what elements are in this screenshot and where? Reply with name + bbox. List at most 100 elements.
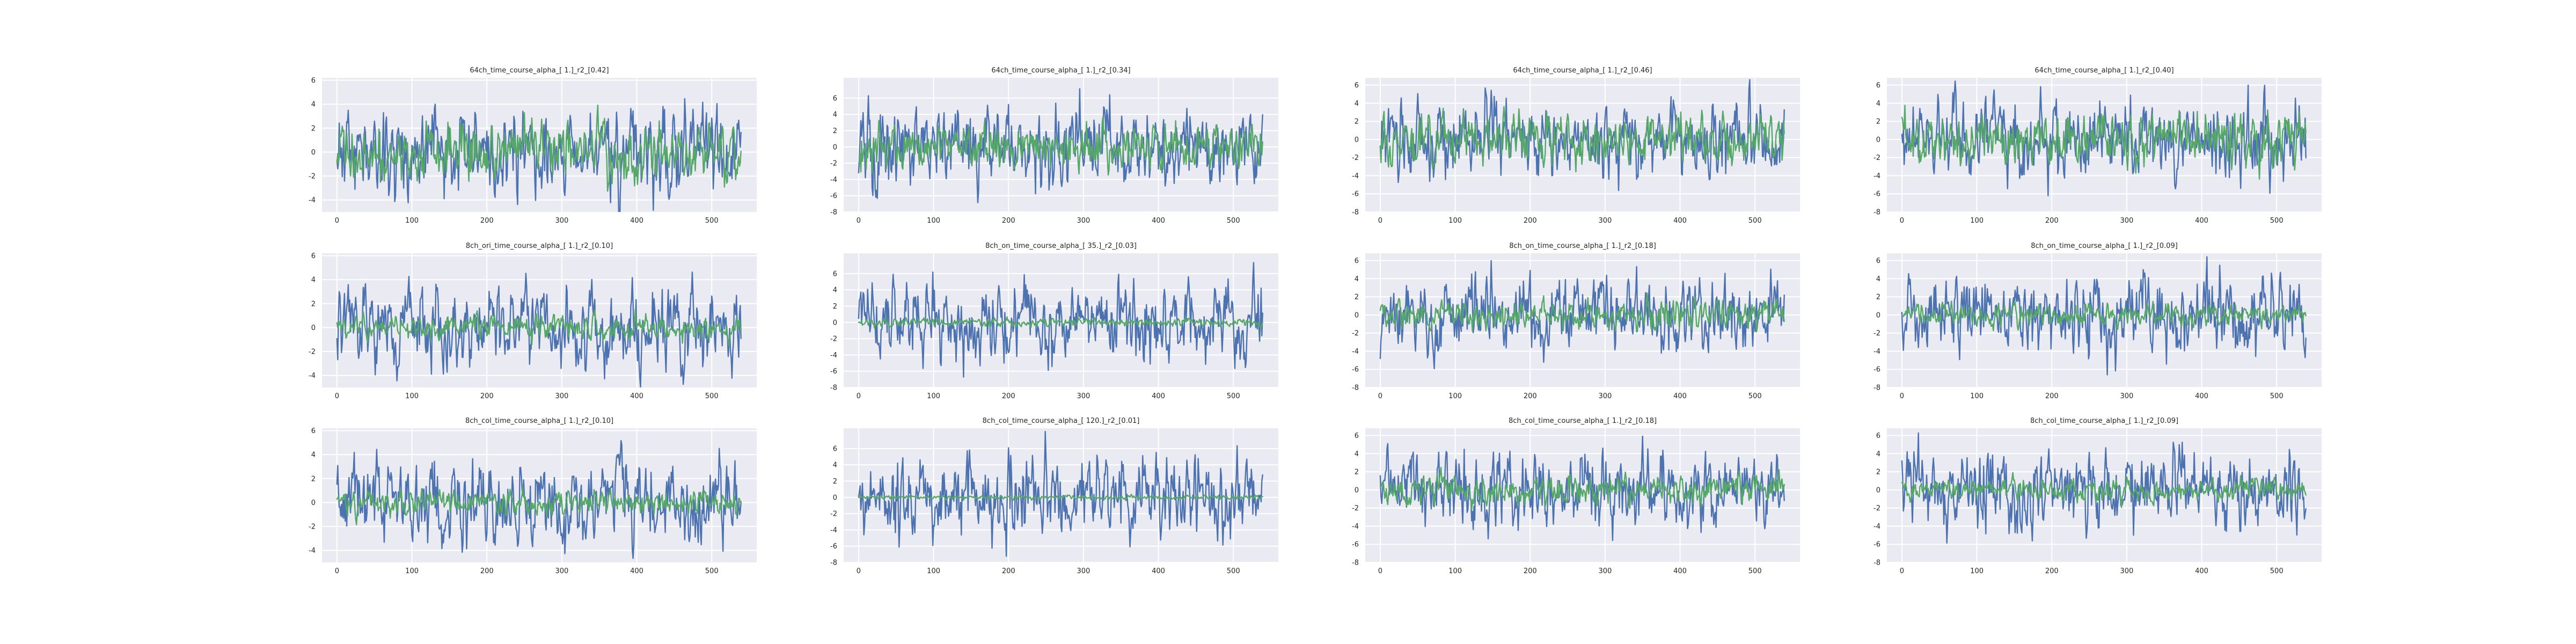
x-tick-label: 200	[1002, 567, 1015, 575]
y-tick-label: 0	[1876, 136, 1880, 144]
series-line-green	[1901, 301, 2307, 332]
x-tick-label: 300	[1077, 567, 1090, 575]
y-tick-label: -4	[1874, 523, 1880, 531]
x-tick-label: 400	[2195, 392, 2208, 400]
x-tick-label: 400	[2195, 567, 2208, 575]
y-tick-label: 4	[311, 451, 316, 459]
y-tick-label: 2	[1876, 118, 1880, 126]
y-tick-label: -4	[1874, 172, 1880, 180]
x-tick-label: 400	[630, 217, 643, 225]
chart-panel-12: 0 100 200 300 400 500 -8 -6 -4 -2 0 2 4 6 8ch_col_time…	[1874, 417, 2322, 575]
y-tick-label: -2	[1352, 330, 1359, 338]
x-tick-label: 100	[405, 392, 419, 400]
x-tick-label: 100	[1970, 392, 1984, 400]
chart-title: 64ch_time_course_alpha_[ 1.]_r2_[0.34]	[991, 67, 1130, 75]
chart-panel-4: 0 100 200 300 400 500 -8 -6 -4 -2 0 2 4 6 64ch_time_co…	[1874, 67, 2322, 225]
y-tick-label: -4	[309, 196, 316, 204]
x-tick-label: 500	[705, 392, 719, 400]
x-tick-label: 200	[1002, 392, 1015, 400]
y-tick-label: -4	[1352, 348, 1359, 356]
y-tick-label: -6	[830, 543, 837, 551]
chart-title: 8ch_on_time_course_alpha_[ 1.]_r2_[0.09]	[2031, 242, 2178, 250]
y-tick-label: 4	[833, 462, 837, 470]
series-line-green	[1901, 105, 2307, 180]
x-tick-label: 200	[480, 392, 494, 400]
x-tick-label: 100	[405, 217, 419, 225]
x-tick-label: 400	[630, 392, 643, 400]
x-tick-label: 400	[1152, 217, 1165, 225]
y-tick-label: 4	[311, 276, 316, 284]
y-tick-label: 4	[1355, 100, 1359, 108]
x-tick-label: 500	[1748, 217, 1762, 225]
x-tick-label: 300	[2120, 567, 2133, 575]
x-tick-label: 300	[1598, 392, 1612, 400]
y-tick-label: -8	[1352, 384, 1359, 392]
y-tick-label: -2	[830, 510, 837, 518]
y-tick-label: 2	[1876, 469, 1880, 477]
y-tick-label: 6	[1876, 257, 1880, 265]
y-tick-label: 4	[1876, 275, 1880, 283]
x-tick-label: 500	[1227, 217, 1240, 225]
x-tick-label: 0	[1378, 567, 1382, 575]
series-line-blue	[1901, 80, 2307, 196]
y-tick-label: -6	[1874, 191, 1880, 199]
x-tick-label: 500	[1748, 392, 1762, 400]
chart-panel-7: 0 100 200 300 400 500 -8 -6 -4 -2 0 2 4 6 8ch_on_time_…	[1352, 242, 1800, 400]
x-tick-label: 200	[1524, 217, 1537, 225]
chart-title: 8ch_col_time_course_alpha_[ 1.]_r2_[0.09…	[2030, 417, 2178, 425]
y-tick-label: -4	[1352, 523, 1359, 531]
x-tick-label: 0	[1378, 217, 1382, 225]
y-tick-label: 2	[1355, 469, 1359, 477]
y-tick-label: 6	[1355, 82, 1359, 90]
y-tick-label: -4	[830, 176, 837, 184]
x-tick-label: 300	[555, 567, 568, 575]
y-tick-label: 6	[833, 270, 837, 278]
y-tick-label: -8	[1874, 209, 1880, 217]
y-tick-label: -8	[1874, 559, 1880, 567]
x-tick-label: 200	[480, 217, 494, 225]
x-tick-label: 500	[2270, 392, 2284, 400]
x-tick-label: 200	[2045, 217, 2059, 225]
chart-panel-2: 0 100 200 300 400 500 -8 -6 -4 -2 0 2 4 6 64ch_time_co…	[830, 67, 1278, 225]
y-tick-label: -6	[1352, 541, 1359, 549]
x-tick-label: 0	[857, 567, 861, 575]
x-tick-label: 300	[1598, 217, 1612, 225]
x-tick-label: 0	[857, 392, 861, 400]
x-tick-label: 0	[1900, 392, 1904, 400]
x-tick-label: 500	[705, 217, 719, 225]
y-tick-label: -6	[1352, 366, 1359, 374]
y-tick-label: 2	[1355, 118, 1359, 126]
x-tick-label: 300	[555, 392, 568, 400]
y-tick-label: 0	[1355, 486, 1359, 494]
y-tick-label: 6	[1355, 432, 1359, 440]
y-tick-label: 4	[1355, 450, 1359, 458]
x-tick-label: 100	[405, 567, 419, 575]
chart-title: 8ch_col_time_course_alpha_[ 1.]_r2_[0.10…	[465, 417, 613, 425]
x-tick-label: 500	[1748, 567, 1762, 575]
y-tick-label: -4	[830, 352, 837, 360]
y-tick-label: 4	[311, 101, 316, 109]
x-tick-label: 0	[1900, 217, 1904, 225]
series-line-green	[1379, 466, 1785, 510]
chart-title: 64ch_time_course_alpha_[ 1.]_r2_[0.46]	[1513, 67, 1652, 75]
y-tick-label: -2	[309, 348, 316, 356]
y-tick-label: 0	[311, 499, 316, 507]
series-line-green	[1901, 472, 2307, 508]
y-tick-label: 0	[1355, 311, 1359, 319]
y-tick-label: -8	[1352, 559, 1359, 567]
x-tick-label: 300	[2120, 217, 2133, 225]
y-tick-label: 4	[833, 111, 837, 119]
chart-panel-5: 0 100 200 300 400 500 -4 -2 0 2 4 6 8ch_ori_time_cou…	[309, 242, 757, 400]
x-tick-label: 100	[927, 392, 940, 400]
x-tick-label: 100	[1448, 567, 1462, 575]
x-tick-label: 0	[335, 217, 339, 225]
chart-title: 64ch_time_course_alpha_[ 1.]_r2_[0.42]	[470, 67, 609, 75]
x-tick-label: 0	[335, 567, 339, 575]
plot-area	[1365, 253, 1800, 387]
series-line-green	[858, 494, 1263, 501]
series-line-blue	[336, 271, 742, 387]
y-tick-label: -4	[309, 547, 316, 555]
x-tick-label: 200	[2045, 567, 2059, 575]
x-tick-label: 500	[2270, 217, 2284, 225]
series-line-blue	[858, 88, 1263, 203]
